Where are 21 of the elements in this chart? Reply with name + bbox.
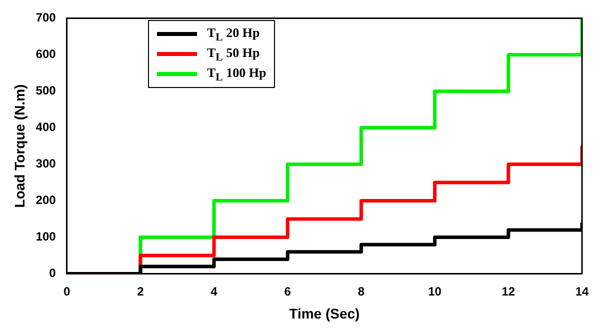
y-tick-label: 500 [36, 84, 56, 98]
x-tick-label: 2 [137, 284, 144, 298]
x-tick-label: 8 [358, 284, 365, 298]
x-tick-label: 6 [284, 284, 292, 298]
legend-label: T$_{L}$ 100 Hp [207, 64, 266, 84]
y-tick-label: 300 [36, 156, 56, 171]
y-tick-label: 600 [36, 47, 56, 62]
y-axis-title: Load Torque (N.m) [11, 84, 28, 208]
x-tick-label: 0 [63, 284, 70, 298]
y-tick-label: 0 [49, 266, 56, 280]
x-tick-label: 10 [428, 284, 442, 298]
x-axis-title: Time (Sec) [289, 305, 360, 322]
y-tick-label: 100 [36, 230, 56, 244]
x-tick-label: 4 [210, 284, 218, 298]
legend-label: T$_{L}$ 20 Hp [207, 24, 260, 44]
x-tick-label: 12 [502, 284, 516, 298]
y-tick-label: 700 [36, 10, 56, 25]
y-tick-label: 400 [36, 120, 56, 134]
legend-label: T$_{L}$ 50 Hp [207, 44, 260, 64]
y-tick-label: 200 [36, 193, 56, 208]
x-tick-label: 14 [575, 284, 589, 298]
